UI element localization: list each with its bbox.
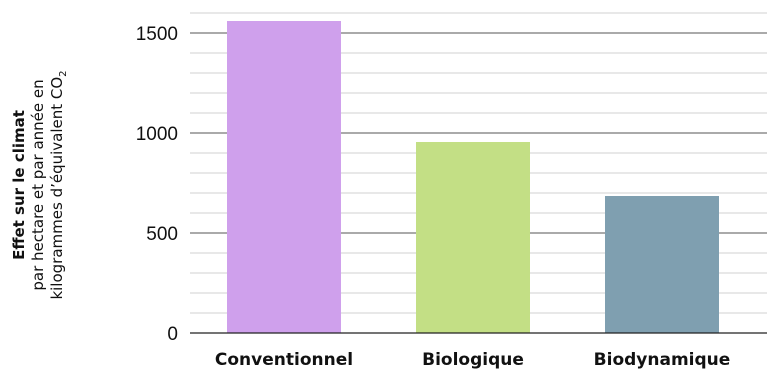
category-label: Biodynamique [594, 350, 731, 370]
category-label: Biologique [422, 350, 524, 370]
bar-biodynamique [605, 196, 719, 333]
y-tick-label: 500 [146, 224, 178, 245]
y-tick-label: 1000 [136, 124, 178, 145]
y-axis-label-line3: kilogrammes d’équivalent CO2 [48, 70, 69, 299]
y-tick-label: 0 [167, 324, 178, 345]
y-axis-label-subscript: 2 [58, 70, 69, 76]
y-tick-labels: 0 500 1000 1500 [136, 24, 178, 345]
bars [190, 21, 767, 334]
y-axis-label-line3-main: kilogrammes d’équivalent CO [48, 77, 66, 300]
y-tick-label: 1500 [136, 24, 178, 45]
bar-biologique [416, 142, 530, 333]
y-axis-label-line2: par hectare et par année en [29, 79, 47, 290]
category-labels: Conventionnel Biologique Biodynamique [215, 350, 730, 370]
bar-conventionnel [227, 21, 341, 333]
y-axis-label-line1: Effet sur le climat [10, 110, 28, 260]
y-axis-label: Effet sur le climat par hectare et par a… [10, 70, 69, 299]
category-label: Conventionnel [215, 350, 353, 370]
